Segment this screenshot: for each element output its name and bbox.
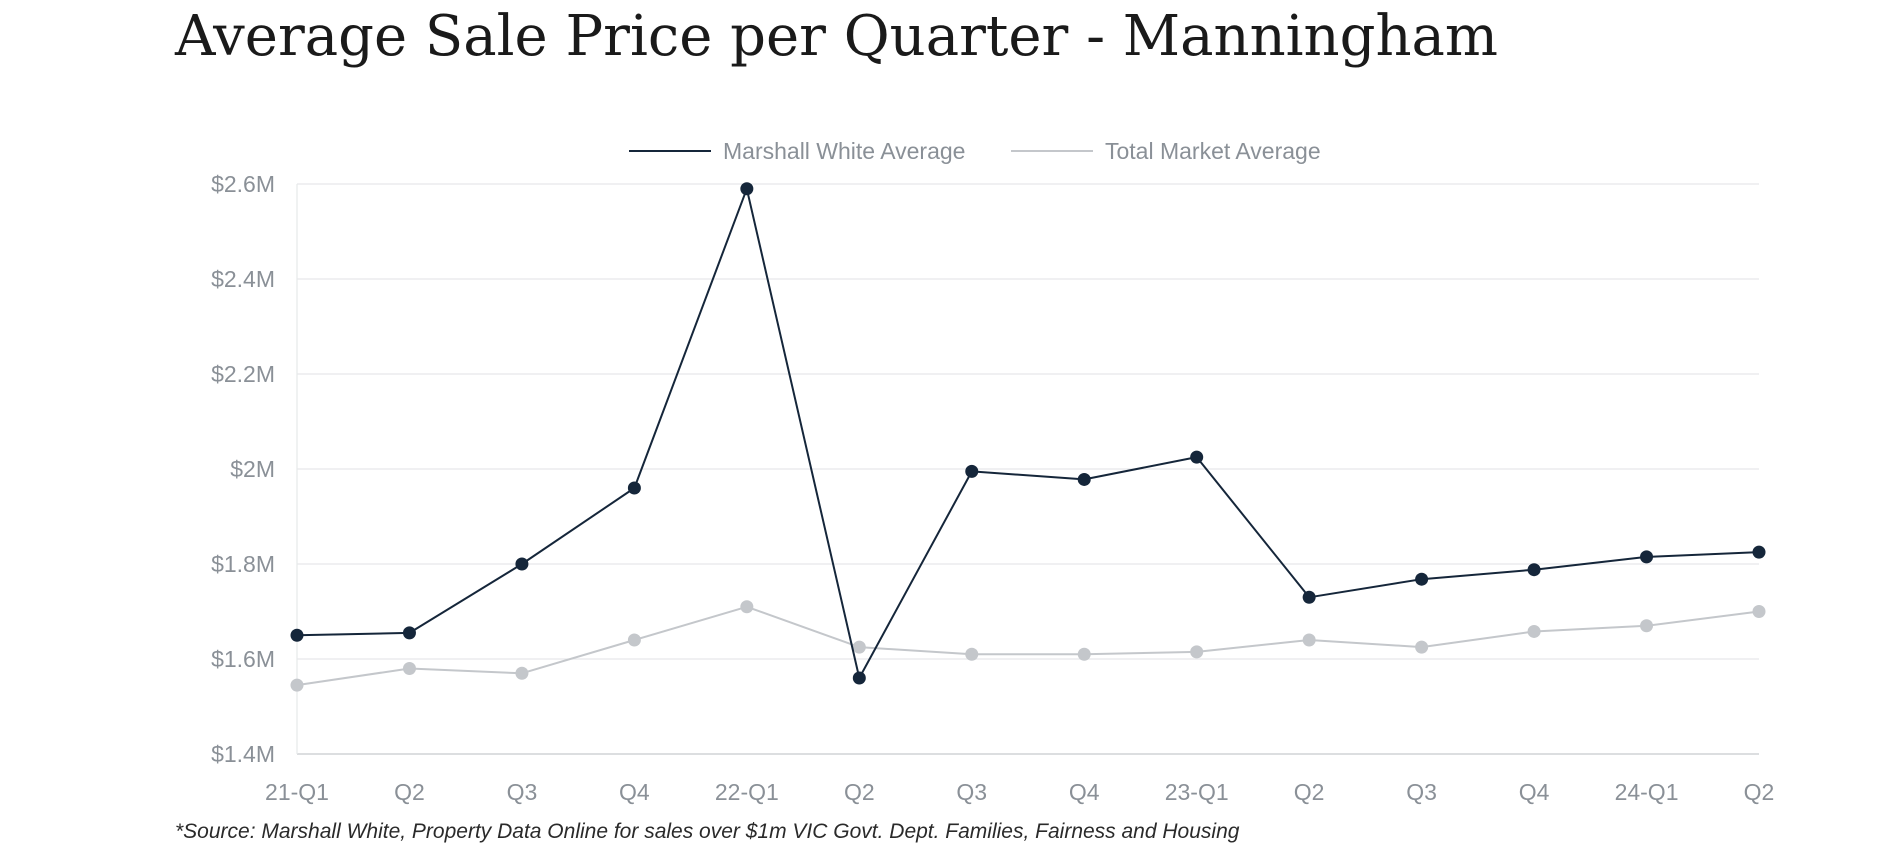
y-tick-label: $1.8M [211,551,275,577]
data-point-marshall-white [1640,550,1654,564]
x-tick-label: Q3 [507,779,538,805]
x-tick-label: Q2 [394,779,425,805]
data-point-total-market [290,678,304,692]
legend-label-total-market: Total Market Average [1105,138,1321,164]
data-point-total-market [1415,640,1429,654]
data-point-marshall-white [852,671,866,685]
chart-legend: Marshall White Average Total Market Avera… [629,138,1321,164]
data-point-total-market [1190,645,1204,659]
x-tick-label: Q3 [956,779,987,805]
data-point-marshall-white [1527,563,1541,577]
data-point-marshall-white [1752,545,1766,559]
y-tick-label: $1.6M [211,646,275,672]
data-point-total-market [1077,647,1091,661]
page-title: Average Sale Price per Quarter - Manning… [175,4,1499,69]
data-point-total-market [740,600,754,614]
series-marshall-white [290,182,1766,685]
data-point-marshall-white [1190,450,1204,464]
data-point-total-market [852,640,866,654]
data-point-marshall-white [290,628,304,642]
x-tick-label: 22-Q1 [715,779,779,805]
y-axis: $1.4M $1.6M $1.8M $2M $2.2M $2.4M $2.6M [211,171,275,767]
x-tick-label: Q4 [619,779,650,805]
data-point-marshall-white [740,182,754,196]
data-point-marshall-white [1077,472,1091,486]
data-point-marshall-white [627,481,641,495]
y-tick-label: $2.4M [211,266,275,292]
x-tick-label: Q3 [1406,779,1437,805]
x-tick-label: Q4 [1069,779,1100,805]
data-point-total-market [1640,619,1654,633]
x-tick-label: Q2 [1294,779,1325,805]
x-tick-label: Q2 [844,779,875,805]
y-tick-label: $2.2M [211,361,275,387]
data-point-marshall-white [965,464,979,478]
data-point-total-market [402,662,416,675]
data-point-marshall-white [515,557,529,571]
data-point-total-market [515,666,529,680]
y-tick-label: $1.4M [211,741,275,767]
data-point-total-market [965,647,979,661]
x-tick-label: Q4 [1519,779,1550,805]
series-line-marshall-white [296,187,1760,679]
series-total-market [290,600,1766,692]
x-tick-label: 23-Q1 [1165,779,1229,805]
data-point-total-market [1302,633,1316,647]
data-point-marshall-white [1302,590,1316,604]
legend-label-marshall-white: Marshall White Average [723,138,965,164]
data-point-total-market [1752,605,1766,618]
y-tick-label: $2M [230,456,275,482]
x-tick-label: Q2 [1744,779,1775,805]
grid-lines [296,183,1759,755]
x-tick-label: 21-Q1 [265,779,329,805]
x-tick-label: 24-Q1 [1615,779,1679,805]
data-point-marshall-white [402,626,416,640]
series-line-total-market [296,605,1760,687]
data-point-total-market [1527,624,1541,638]
x-axis: 21-Q1 Q2 Q3 Q4 22-Q1 Q2 Q3 Q4 23-Q1 Q2 Q3 Q4 24-Q1 Q2 [265,779,1774,805]
y-tick-label: $2.6M [211,171,275,197]
source-note: *Source: Marshall White, Property Data O… [175,820,1240,843]
data-point-total-market [627,633,641,647]
data-point-marshall-white [1415,572,1429,586]
